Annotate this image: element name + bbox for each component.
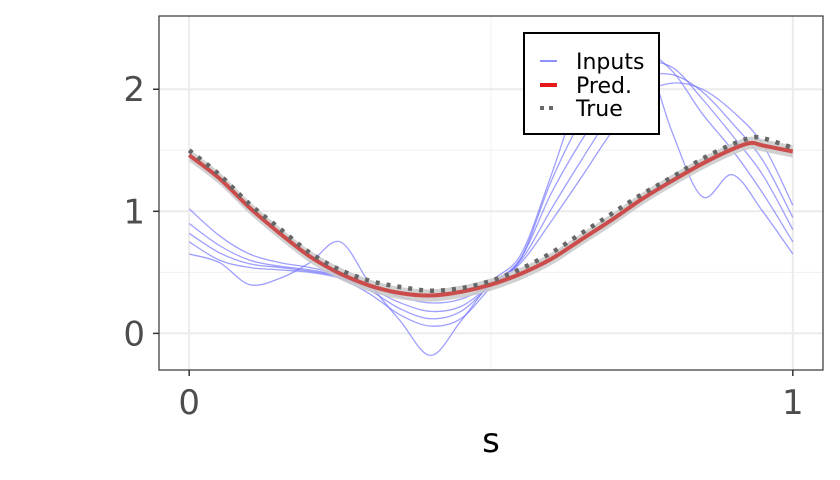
legend: Inputs Pred. True [523, 32, 660, 135]
y-tick-label: 0 [123, 314, 145, 354]
pred-curve-group [187, 140, 794, 298]
true-curve-group [187, 134, 794, 293]
pred-curve [187, 140, 794, 298]
grid [159, 16, 823, 370]
x-axis-title: s [482, 421, 500, 461]
plot-panel-border [158, 15, 824, 371]
true-curve [187, 134, 794, 293]
y-tick-label: 2 [123, 70, 145, 110]
y-tick-label: 1 [123, 192, 145, 232]
pred-confidence-band [189, 136, 793, 302]
legend-label-true: True [575, 97, 623, 122]
legend-label-inputs: Inputs [576, 50, 644, 75]
input-curve-1 [189, 37, 794, 357]
x-tick-label: 1 [782, 383, 804, 423]
x-tick-label: 0 [178, 383, 200, 423]
legend-label-pred: Pred. [576, 74, 632, 99]
pred-band [189, 136, 793, 302]
axes: 0 1 2 0 1 [123, 70, 803, 423]
